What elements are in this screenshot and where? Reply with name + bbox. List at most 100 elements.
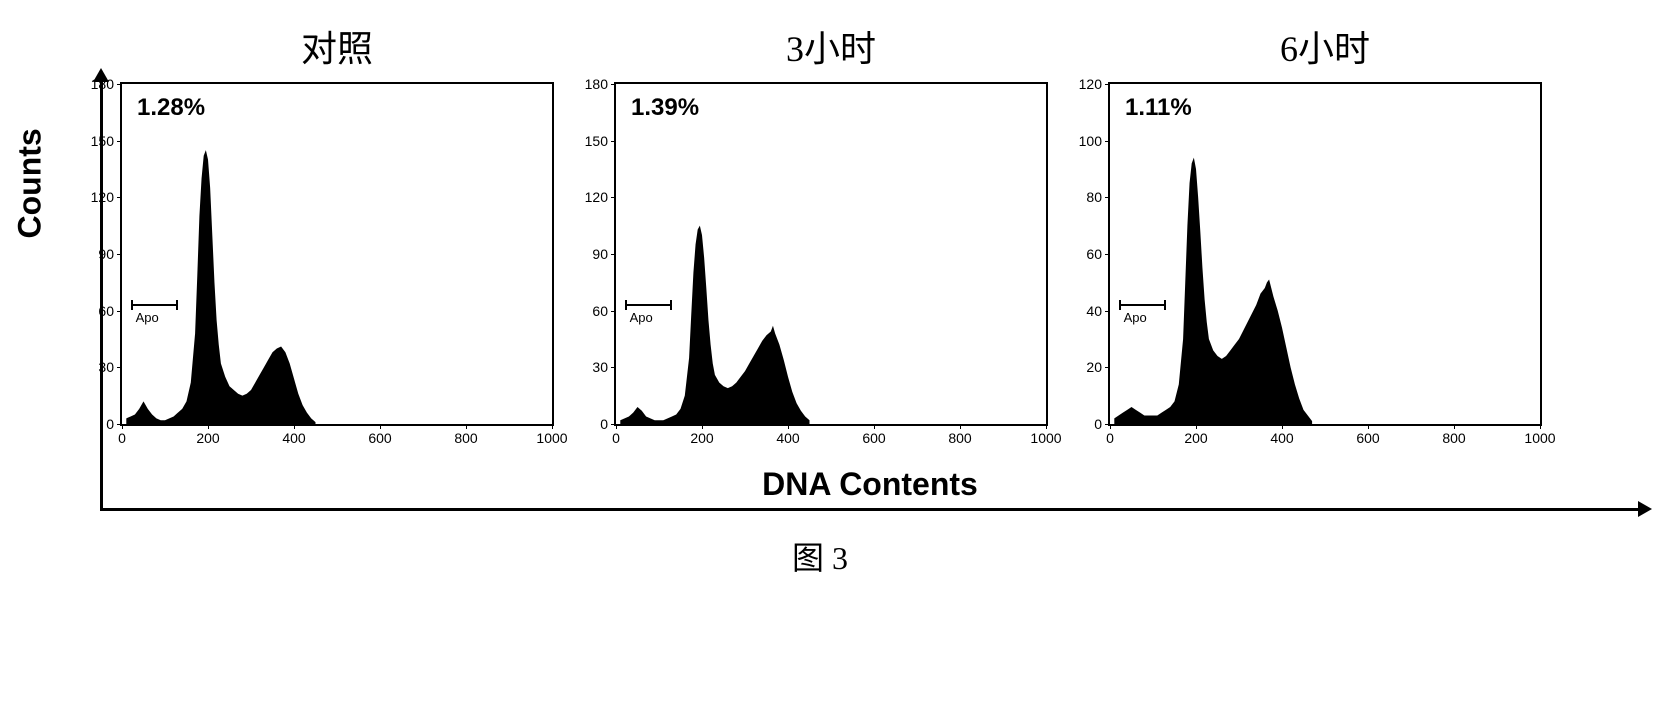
y-tick-label: 30 <box>578 359 608 375</box>
y-tick-mark <box>611 311 616 312</box>
y-tick-label: 0 <box>578 416 608 432</box>
figure-number: 图 3 <box>20 533 1620 579</box>
y-axis-label: Counts <box>12 128 49 238</box>
x-tick-mark <box>1282 424 1283 429</box>
y-tick-label: 120 <box>578 189 608 205</box>
x-tick-mark <box>788 424 789 429</box>
y-tick-label: 0 <box>1072 416 1102 432</box>
histogram-svg-1 <box>616 84 1046 424</box>
x-axis-label: DNA Contents <box>120 466 1620 503</box>
y-tick-mark <box>1105 254 1110 255</box>
y-tick-mark <box>1105 141 1110 142</box>
x-tick-mark <box>1540 424 1541 429</box>
y-tick-label: 60 <box>84 303 114 319</box>
x-tick-label: 400 <box>282 430 305 446</box>
percent-label-1: 1.39% <box>631 94 699 122</box>
percent-label-2: 1.11% <box>1125 94 1192 122</box>
x-axis-arrow <box>100 508 1640 511</box>
y-tick-label: 20 <box>1072 359 1102 375</box>
y-tick-mark <box>611 141 616 142</box>
x-tick-mark <box>874 424 875 429</box>
y-tick-label: 90 <box>84 246 114 262</box>
x-tick-label: 200 <box>1184 430 1207 446</box>
x-tick-mark <box>294 424 295 429</box>
apo-bracket-1 <box>625 304 672 306</box>
histogram-path-0 <box>126 150 315 424</box>
y-tick-mark <box>611 84 616 85</box>
apo-label-2: Apo <box>1124 310 1147 325</box>
x-tick-mark <box>208 424 209 429</box>
apo-label-0: Apo <box>136 310 159 325</box>
x-tick-label: 0 <box>1106 430 1114 446</box>
chart-box-1: 1.39%Apo03060901201501800200400600800100… <box>614 82 1048 426</box>
y-tick-label: 40 <box>1072 303 1102 319</box>
x-tick-label: 0 <box>118 430 126 446</box>
x-tick-label: 400 <box>776 430 799 446</box>
y-tick-label: 80 <box>1072 189 1102 205</box>
y-tick-mark <box>611 197 616 198</box>
y-tick-mark <box>1105 197 1110 198</box>
y-tick-label: 30 <box>84 359 114 375</box>
x-tick-mark <box>1196 424 1197 429</box>
x-tick-label: 800 <box>454 430 477 446</box>
y-tick-label: 90 <box>578 246 608 262</box>
apo-label-1: Apo <box>630 310 653 325</box>
panel-0: 对照1.28%Apo030609012015018002004006008001… <box>120 20 554 426</box>
y-tick-label: 180 <box>84 76 114 92</box>
y-tick-mark <box>611 254 616 255</box>
x-tick-mark <box>1110 424 1111 429</box>
x-tick-label: 200 <box>196 430 219 446</box>
histogram-svg-0 <box>122 84 552 424</box>
panel-2: 6小时1.11%Apo02040608010012002004006008001… <box>1108 20 1542 426</box>
x-tick-mark <box>466 424 467 429</box>
y-tick-mark <box>117 311 122 312</box>
panel-title-1: 3小时 <box>614 20 1048 72</box>
y-tick-label: 100 <box>1072 133 1102 149</box>
panel-title-0: 对照 <box>120 20 554 72</box>
x-tick-mark <box>1454 424 1455 429</box>
x-tick-label: 600 <box>1356 430 1379 446</box>
y-tick-mark <box>117 197 122 198</box>
y-tick-label: 60 <box>578 303 608 319</box>
y-tick-mark <box>611 367 616 368</box>
y-tick-mark <box>117 141 122 142</box>
x-tick-label: 600 <box>862 430 885 446</box>
x-tick-mark <box>380 424 381 429</box>
y-tick-label: 0 <box>84 416 114 432</box>
x-tick-label: 200 <box>690 430 713 446</box>
chart-box-0: 1.28%Apo03060901201501800200400600800100… <box>120 82 554 426</box>
x-tick-label: 1000 <box>1524 430 1555 446</box>
y-tick-mark <box>117 367 122 368</box>
x-tick-label: 400 <box>1270 430 1293 446</box>
y-tick-label: 120 <box>84 189 114 205</box>
y-tick-mark <box>1105 84 1110 85</box>
percent-label-0: 1.28% <box>137 94 205 122</box>
panel-title-2: 6小时 <box>1108 20 1542 72</box>
y-tick-mark <box>1105 311 1110 312</box>
x-tick-label: 1000 <box>536 430 567 446</box>
x-tick-mark <box>960 424 961 429</box>
chart-box-2: 1.11%Apo02040608010012002004006008001000 <box>1108 82 1542 426</box>
x-tick-label: 800 <box>948 430 971 446</box>
apo-bracket-2 <box>1119 304 1166 306</box>
histogram-path-2 <box>1114 158 1312 424</box>
x-tick-mark <box>122 424 123 429</box>
figure-container: Counts 对照1.28%Apo03060901201501800200400… <box>20 20 1620 700</box>
y-tick-label: 150 <box>578 133 608 149</box>
x-tick-label: 0 <box>612 430 620 446</box>
x-tick-mark <box>702 424 703 429</box>
x-tick-mark <box>552 424 553 429</box>
x-tick-mark <box>1368 424 1369 429</box>
x-tick-mark <box>616 424 617 429</box>
y-tick-mark <box>1105 367 1110 368</box>
x-tick-label: 600 <box>368 430 391 446</box>
x-tick-label: 800 <box>1442 430 1465 446</box>
y-tick-label: 60 <box>1072 246 1102 262</box>
x-tick-mark <box>1046 424 1047 429</box>
y-tick-label: 120 <box>1072 76 1102 92</box>
y-tick-mark <box>117 254 122 255</box>
histogram-svg-2 <box>1110 84 1540 424</box>
panel-1: 3小时1.39%Apo03060901201501800200400600800… <box>614 20 1048 426</box>
y-tick-label: 180 <box>578 76 608 92</box>
y-tick-label: 150 <box>84 133 114 149</box>
